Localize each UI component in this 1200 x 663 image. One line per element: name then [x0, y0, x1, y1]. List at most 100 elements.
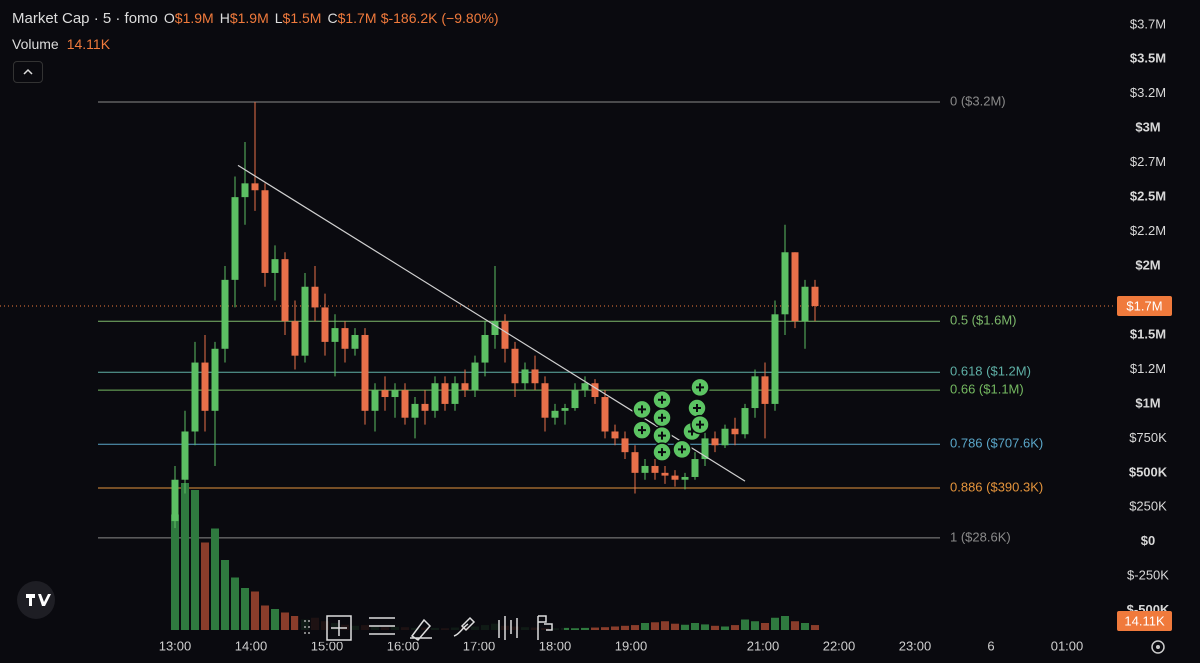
candle-body [581, 383, 589, 391]
candle-body [771, 314, 779, 404]
fib-label: 0.5 ($1.6M) [950, 313, 1016, 328]
fib-label: 0.886 ($390.3K) [950, 479, 1043, 494]
volume-bar [171, 514, 179, 630]
candle-body [521, 369, 529, 384]
candle-body [731, 428, 739, 435]
fib-label: 0 ($3.2M) [950, 93, 1006, 108]
chevron [23, 68, 33, 75]
settings-hub [1156, 645, 1160, 649]
candle-body [441, 383, 449, 404]
buy-plus [678, 445, 686, 454]
candle-body [691, 459, 699, 477]
buy-marker [690, 414, 710, 435]
buy-marker [652, 390, 672, 410]
legend: Market Cap · 5 · fomo O$1.9M H$1.9M L$1.5M C… [12, 8, 499, 60]
last-price-tag [1117, 296, 1172, 317]
volume-bar [731, 625, 739, 630]
volume-bar [781, 616, 789, 630]
change: $-186.2K (−9.80%) [380, 10, 499, 26]
candle-body [551, 410, 559, 418]
ohlc-key: H [219, 10, 230, 26]
toolbar-icon[interactable] [410, 618, 432, 641]
candle-body [251, 183, 259, 191]
buy-plus [696, 420, 704, 429]
buy-plus [696, 383, 704, 392]
candle-body [311, 286, 319, 308]
volume-bar [261, 605, 269, 630]
x-tick-label: 13:00 [159, 638, 192, 653]
candle-body [471, 362, 479, 391]
volume-bar [771, 617, 779, 630]
toolbar-handle [304, 620, 310, 634]
volume-bar [801, 623, 809, 630]
volume-bar [571, 628, 579, 630]
ohlc-key: C [327, 10, 338, 26]
x-tick-label: 15:00 [311, 638, 344, 653]
candle-body [661, 472, 669, 476]
candle-body [571, 390, 579, 409]
x-tick-label: 18:00 [539, 638, 572, 653]
buy-plus [658, 448, 666, 457]
candle-body [421, 403, 429, 411]
volume-bar [251, 591, 259, 630]
volume-bar [561, 627, 569, 630]
buy-marker [652, 425, 672, 446]
candle-body [231, 197, 239, 280]
fib-label: 0.66 ($1.1M) [950, 382, 1024, 397]
volume-bar [761, 623, 769, 630]
x-tick-label: 01:00 [1051, 638, 1084, 653]
candle-body [671, 475, 679, 480]
buy-plus [638, 426, 646, 435]
buy-marker [687, 398, 707, 418]
ohlc-value: $1.7M [337, 10, 377, 26]
ohlc-value: $1.5M [282, 10, 322, 26]
settings-button[interactable] [1151, 640, 1165, 654]
y-tick-label: $0 [1141, 533, 1155, 548]
volume-bar [601, 627, 609, 630]
candle-body [341, 328, 349, 349]
toolbar-icon[interactable] [453, 616, 476, 637]
candle-body [351, 334, 359, 349]
candle-body [561, 408, 569, 411]
buy-plus [658, 395, 666, 404]
toolbar-icon[interactable] [498, 616, 518, 640]
candle-body [451, 383, 459, 404]
candle-body [281, 259, 289, 322]
candle-body [651, 465, 659, 473]
buy-marker [652, 442, 672, 462]
toolbar-icon[interactable] [369, 617, 395, 635]
candle-body [171, 479, 179, 522]
ohlc-value: $1.9M [174, 10, 214, 26]
candle-body [371, 390, 379, 411]
candle-body [611, 431, 619, 439]
volume-bar [201, 542, 209, 630]
candle-body [411, 403, 419, 418]
x-tick-label: 14:00 [235, 638, 268, 653]
candle-body [321, 307, 329, 342]
candle-body [261, 190, 269, 273]
toolbar-icon[interactable] [326, 615, 352, 641]
collapse-button[interactable] [13, 61, 43, 83]
ohlc-row: Market Cap · 5 · fomo O$1.9M H$1.9M L$1.5M C… [12, 8, 499, 34]
candle-body [481, 334, 489, 363]
candle-body [601, 397, 609, 432]
candle-body [391, 390, 399, 398]
candle-body [811, 286, 819, 307]
toolbar-icon[interactable] [537, 615, 553, 640]
volume-tag [1117, 611, 1172, 632]
y-tick-label: $2.2M [1130, 223, 1166, 238]
volume-bar [221, 560, 229, 630]
candle-body [271, 259, 279, 273]
candle-body [361, 334, 369, 411]
y-tick-label: $2.7M [1130, 154, 1166, 169]
candle-body [431, 383, 439, 411]
buy-plus [693, 404, 701, 413]
y-tick-label: $3.2M [1130, 85, 1166, 100]
logo-mark [26, 594, 51, 606]
volume-bar [621, 625, 629, 630]
candle-body [461, 383, 469, 391]
candle-body [491, 321, 499, 335]
x-tick-label: 23:00 [899, 638, 932, 653]
